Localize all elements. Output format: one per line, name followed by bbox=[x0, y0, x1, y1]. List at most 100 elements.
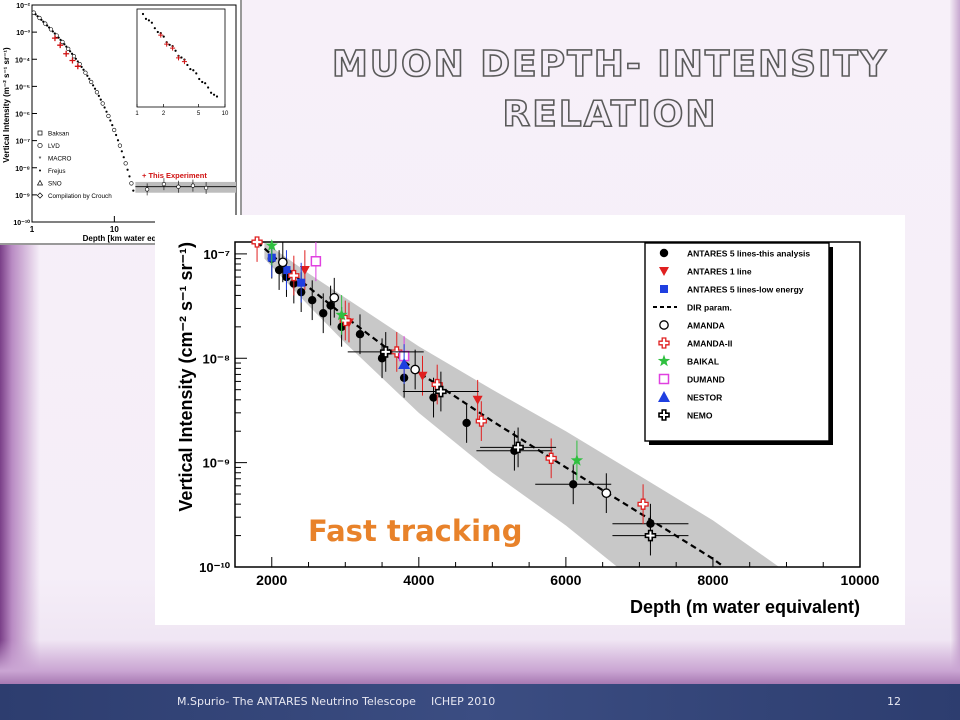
legend-label-antares-5-lines-this-analysis: ANTARES 5 lines-this analysis bbox=[687, 249, 810, 259]
inset-inner-this-experiment-point bbox=[170, 45, 176, 51]
inset-legend-label: MACRO bbox=[48, 156, 72, 163]
legend-label-nestor: NESTOR bbox=[687, 393, 722, 403]
inset-point bbox=[57, 36, 60, 39]
inset-legend-label: LVD bbox=[48, 143, 60, 150]
inset-legend-marker bbox=[36, 179, 44, 186]
point-amanda bbox=[277, 257, 288, 268]
inset-point bbox=[80, 65, 83, 69]
y-tick-label: 10⁻⁷ bbox=[203, 247, 230, 262]
inset-inner-point bbox=[147, 19, 151, 22]
point-amanda-ii bbox=[251, 236, 263, 248]
inset-point bbox=[60, 39, 65, 45]
inset-point bbox=[112, 127, 117, 133]
x-tick-label: 6000 bbox=[550, 572, 581, 588]
inset-point bbox=[34, 13, 37, 16]
point-antares-5-lines-this-analysis bbox=[319, 309, 328, 318]
point-antares-5-lines-this-analysis bbox=[355, 330, 365, 339]
inset-point bbox=[66, 46, 71, 51]
point-baikal bbox=[335, 308, 348, 321]
legend-swatch-nestor bbox=[658, 391, 670, 402]
inset-neutrino-band bbox=[135, 181, 236, 193]
y-tick-label: 10⁻⁸ bbox=[203, 351, 230, 366]
inset-point bbox=[31, 10, 36, 15]
inset-inner-point bbox=[212, 93, 216, 96]
inset-point bbox=[59, 38, 62, 41]
point-baikal bbox=[265, 239, 278, 251]
inset-point bbox=[100, 101, 105, 106]
inset-this-experiment-point bbox=[69, 57, 76, 64]
inset-point bbox=[126, 168, 129, 171]
point-antares-1-line bbox=[417, 371, 428, 381]
inset-point bbox=[161, 181, 167, 187]
inset-point bbox=[65, 45, 68, 48]
inset-point bbox=[103, 106, 106, 109]
point-antares-5-lines-this-analysis bbox=[326, 301, 335, 310]
legend-label-nemo: NEMO bbox=[687, 411, 713, 421]
point-antares-5-lines-this-analysis bbox=[429, 393, 438, 402]
inset-legend-marker bbox=[37, 130, 43, 136]
inset-inner-x-tick-label: 5 bbox=[197, 111, 201, 117]
inset-y-tick-label: 10⁻⁷ bbox=[16, 139, 30, 146]
inset-point bbox=[63, 43, 66, 46]
y-tick-label: 10⁻⁹ bbox=[203, 456, 231, 471]
point-amanda-ii bbox=[288, 269, 300, 282]
page-number: 12 bbox=[887, 695, 901, 708]
inset-y-axis-label: Vertical Intensity (m⁻² s⁻¹ sr⁻¹) bbox=[2, 47, 11, 163]
main-chart-svg: 2000 4000 6000 8000 10000 10⁻¹⁰ 10⁻⁹ 10⁻⁸ 10⁻⁷ De… bbox=[176, 236, 880, 617]
fast-tracking-label: Fast tracking bbox=[308, 514, 522, 548]
inset-legend-marker bbox=[36, 192, 44, 199]
inset-this-experiment-label: + This Experiment bbox=[142, 171, 207, 180]
inset-legend-label: SNO bbox=[48, 181, 62, 188]
inset-inner-point bbox=[204, 82, 207, 85]
legend-swatch-nemo bbox=[658, 409, 670, 421]
inset-inner-point bbox=[189, 67, 192, 71]
point-amanda bbox=[601, 488, 612, 499]
point-antares-5-lines-low-energy bbox=[282, 266, 291, 275]
inset-inner-point bbox=[141, 12, 145, 16]
inset-inner-point bbox=[150, 21, 153, 24]
legend-swatch-dumand bbox=[658, 373, 670, 385]
legend-label-dir-param-: DIR param. bbox=[687, 303, 732, 313]
inset-point bbox=[111, 124, 114, 127]
inset-y-tick-label: 10⁻¹⁰ bbox=[13, 219, 30, 227]
inset-point bbox=[48, 27, 54, 32]
point-amanda bbox=[410, 364, 420, 375]
legend-swatch-amanda bbox=[659, 320, 669, 330]
inset-inner-point bbox=[207, 86, 210, 89]
inset-inner-x-tick-label: 1 bbox=[135, 111, 139, 117]
inset-point bbox=[83, 70, 88, 75]
inset-point bbox=[116, 139, 120, 142]
legend-swatch-antares-5-lines-this-analysis bbox=[659, 248, 669, 258]
point-baikal bbox=[570, 453, 584, 466]
inset-legend-marker bbox=[37, 142, 43, 149]
legend-label-antares-5-lines-low-energy: ANTARES 5 lines-low energy bbox=[687, 285, 804, 295]
point-amanda-ii bbox=[545, 452, 557, 464]
y-tick-label: 10⁻¹⁰ bbox=[199, 560, 231, 575]
legend-swatch-baikal bbox=[657, 354, 671, 367]
point-nemo bbox=[379, 346, 392, 358]
inset-point bbox=[122, 156, 125, 159]
slide-frame-right bbox=[950, 0, 960, 680]
footer-conference: ICHEP 2010 bbox=[431, 695, 496, 708]
inset-y-tick-label: 10⁻⁹ bbox=[15, 193, 30, 200]
inset-point bbox=[128, 175, 131, 178]
inset-inner-point bbox=[153, 27, 156, 30]
point-antares-5-lines-this-analysis bbox=[274, 265, 284, 275]
inset-this-experiment-point bbox=[51, 35, 58, 42]
x-tick-label: 10000 bbox=[841, 572, 880, 588]
inset-inner-point bbox=[215, 95, 219, 98]
inset-legend-label: Frejus bbox=[48, 168, 66, 175]
inset-point bbox=[82, 68, 85, 71]
inset-inner-point bbox=[174, 49, 177, 52]
inset-inner-this-experiment-point bbox=[176, 55, 182, 61]
inset-this-experiment-point bbox=[63, 50, 70, 57]
inset-point bbox=[117, 143, 123, 148]
slide-frame-bottom bbox=[0, 640, 960, 684]
legend-shadow bbox=[829, 247, 833, 445]
inset-y-tick-label: 10⁻⁴ bbox=[15, 57, 30, 64]
inset-legend-marker bbox=[39, 169, 41, 172]
inset-point bbox=[129, 181, 134, 186]
point-nemo bbox=[435, 385, 447, 398]
point-nestor bbox=[398, 358, 411, 370]
inset-inner-point bbox=[201, 80, 204, 84]
